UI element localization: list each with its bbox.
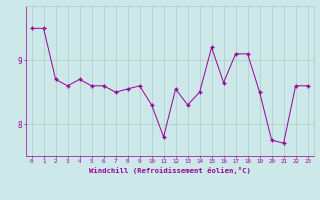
X-axis label: Windchill (Refroidissement éolien,°C): Windchill (Refroidissement éolien,°C) <box>89 167 251 174</box>
